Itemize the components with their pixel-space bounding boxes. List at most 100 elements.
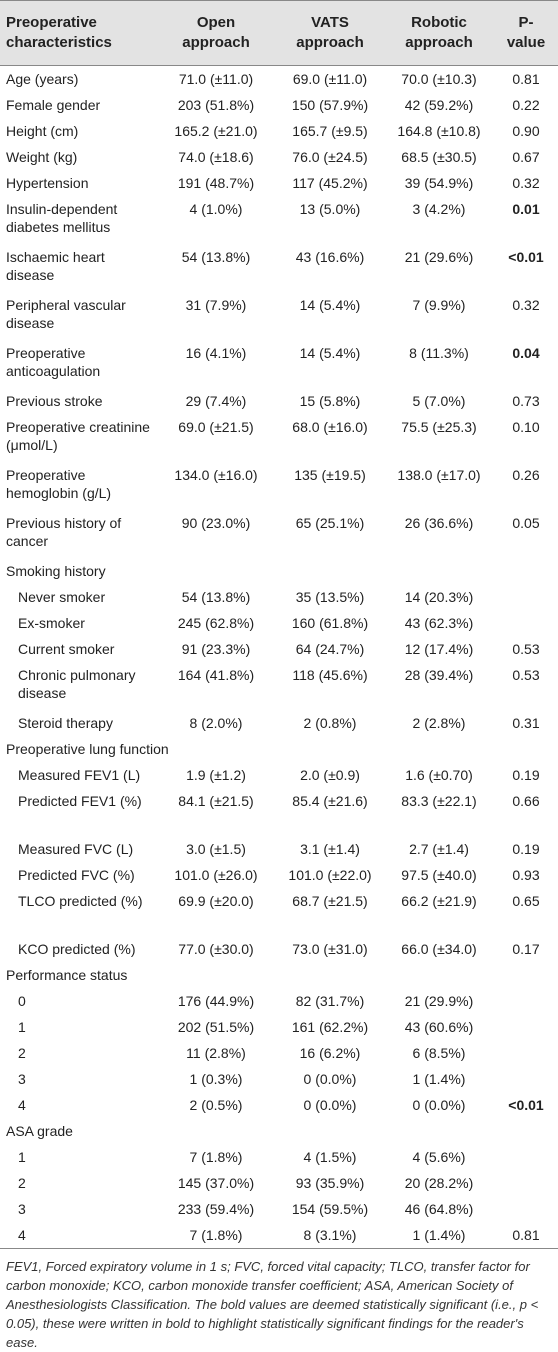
group-title: Performance status — [6, 967, 128, 983]
empty-cell — [494, 1014, 558, 1040]
row-label: Weight (kg) — [6, 149, 78, 165]
robotic-value: 164.8 (±10.8) — [397, 123, 481, 139]
vats-value: 150 (57.9%) — [291, 97, 369, 113]
empty-cell — [494, 1144, 558, 1170]
empty-cell — [494, 1040, 558, 1066]
robotic-value: 66.2 (±21.9) — [401, 893, 477, 909]
group-row: Smoking history — [0, 558, 558, 584]
row-label: 4 — [18, 1097, 26, 1113]
table-row: Ischaemic heart disease 54 (13.8%) 43 (16.… — [0, 244, 558, 292]
vats-value: 160 (61.8%) — [291, 615, 369, 631]
data-table: Preoperative characteristics Open approac… — [0, 0, 558, 1249]
p-value: 0.19 — [512, 841, 540, 857]
robotic-value: 8 (11.3%) — [409, 345, 469, 361]
robotic-value: 70.0 (±10.3) — [401, 71, 477, 87]
row-label: 4 — [18, 1227, 26, 1243]
vats-value: 16 (6.2%) — [299, 1045, 361, 1061]
group-row: ASA grade — [0, 1118, 558, 1144]
row-label: 2 — [18, 1045, 26, 1061]
row-label: 1 — [18, 1019, 26, 1035]
p-value: 0.66 — [512, 793, 540, 809]
p-value: 0.65 — [512, 893, 540, 909]
vats-value: 43 (16.6%) — [295, 249, 365, 265]
open-value: 90 (23.0%) — [181, 515, 251, 531]
robotic-value: 75.5 (±25.3) — [401, 419, 477, 435]
p-value: 0.10 — [512, 419, 540, 435]
robotic-value: 46 (64.8%) — [404, 1201, 474, 1217]
open-value: 77.0 (±30.0) — [178, 941, 254, 957]
row-label: 2 — [18, 1175, 26, 1191]
robotic-value: 7 (9.9%) — [412, 297, 466, 313]
robotic-value: 39 (54.9%) — [404, 175, 474, 191]
p-value: 0.32 — [512, 297, 540, 313]
open-value: 2 (0.5%) — [189, 1097, 243, 1113]
robotic-value: 43 (60.6%) — [404, 1019, 474, 1035]
table-row: Measured FEV1 (L) 1.9 (±1.2) 2.0 (±0.9) 1.6… — [0, 762, 558, 788]
open-value: 7 (1.8%) — [189, 1149, 243, 1165]
table-row: Predicted FEV1 (%) 84.1 (±21.5) 85.4 (±21.… — [0, 788, 558, 836]
table-row: Predicted FVC (%) 101.0 (±26.0) 101.0 (±22… — [0, 862, 558, 888]
open-value: 69.0 (±21.5) — [178, 419, 254, 435]
robotic-value: 0 (0.0%) — [412, 1097, 466, 1113]
p-value: 0.32 — [512, 175, 540, 191]
row-label: Measured FEV1 (L) — [18, 767, 141, 783]
vats-value: 8 (3.1%) — [303, 1227, 357, 1243]
open-value: 134.0 (±16.0) — [174, 467, 258, 483]
row-label: TLCO predicted (%) — [18, 893, 143, 909]
vats-value: 3.1 (±1.4) — [300, 841, 360, 857]
empty-cell — [494, 1196, 558, 1222]
p-value: 0.73 — [512, 393, 540, 409]
row-label: 1 — [18, 1149, 26, 1165]
table-row: 3 1 (0.3%) 0 (0.0%) 1 (1.4%) — [0, 1066, 558, 1092]
p-value: 0.17 — [512, 941, 540, 957]
vats-value: 154 (59.5%) — [291, 1201, 369, 1217]
open-value: 74.0 (±18.6) — [178, 149, 254, 165]
row-label: Predicted FEV1 (%) — [18, 793, 142, 809]
vats-value: 0 (0.0%) — [303, 1071, 357, 1087]
open-value: 91 (23.3%) — [181, 641, 251, 657]
vats-value: 85.4 (±21.6) — [292, 793, 368, 809]
vats-value: 69.0 (±11.0) — [292, 71, 368, 87]
group-row: Performance status — [0, 962, 558, 988]
robotic-value: 68.5 (±30.5) — [401, 149, 477, 165]
empty-cell — [494, 1170, 558, 1196]
open-value: 164 (41.8%) — [177, 667, 255, 683]
open-value: 54 (13.8%) — [181, 249, 251, 265]
p-value: 0.81 — [512, 1227, 540, 1243]
empty-cell — [494, 1066, 558, 1092]
robotic-value: 2 (2.8%) — [412, 715, 466, 731]
open-value: 3.0 (±1.5) — [186, 841, 246, 857]
row-label: Preoperative creatinine (μmol/L) — [6, 419, 150, 453]
row-label: Insulin-dependent diabetes mellitus — [6, 201, 118, 235]
p-value: <0.01 — [508, 1097, 544, 1113]
table-row: Age (years) 71.0 (±11.0) 69.0 (±11.0) 70.0 … — [0, 66, 558, 93]
table-row: Chronic pulmonary disease 164 (41.8%) 118 … — [0, 662, 558, 710]
table-row: Peripheral vascular disease 31 (7.9%) 14 (… — [0, 292, 558, 340]
table-row: Height (cm) 165.2 (±21.0) 165.7 (±9.5) 164.… — [0, 118, 558, 144]
table-row: Previous history of cancer 90 (23.0%) 65 (… — [0, 510, 558, 558]
open-value: 54 (13.8%) — [181, 589, 251, 605]
empty-cell — [494, 584, 558, 610]
p-value: 0.05 — [512, 515, 540, 531]
table-row: Previous stroke 29 (7.4%) 15 (5.8%) 5 (7.0%… — [0, 388, 558, 414]
vats-value: 2.0 (±0.9) — [300, 767, 360, 783]
table-row: 2 11 (2.8%) 16 (6.2%) 6 (8.5%) — [0, 1040, 558, 1066]
open-value: 7 (1.8%) — [189, 1227, 243, 1243]
robotic-value: 42 (59.2%) — [404, 97, 474, 113]
open-value: 16 (4.1%) — [185, 345, 247, 361]
open-value: 4 (1.0%) — [189, 201, 243, 217]
robotic-value: 1.6 (±0.70) — [405, 767, 473, 783]
vats-value: 165.7 (±9.5) — [292, 123, 368, 139]
empty-cell — [494, 610, 558, 636]
robotic-value: 21 (29.6%) — [404, 249, 474, 265]
table-row: Current smoker 91 (23.3%) 64 (24.7%) 12 (17… — [0, 636, 558, 662]
header-cell: Preoperative characteristics — [6, 14, 112, 51]
robotic-value: 83.3 (±22.1) — [401, 793, 477, 809]
row-label: KCO predicted (%) — [18, 941, 136, 957]
open-value: 71.0 (±11.0) — [178, 71, 254, 87]
vats-value: 135 (±19.5) — [294, 467, 366, 483]
row-label: Height (cm) — [6, 123, 79, 139]
row-label: Preoperative anticoagulation — [6, 345, 101, 379]
vats-value: 68.7 (±21.5) — [292, 893, 368, 909]
